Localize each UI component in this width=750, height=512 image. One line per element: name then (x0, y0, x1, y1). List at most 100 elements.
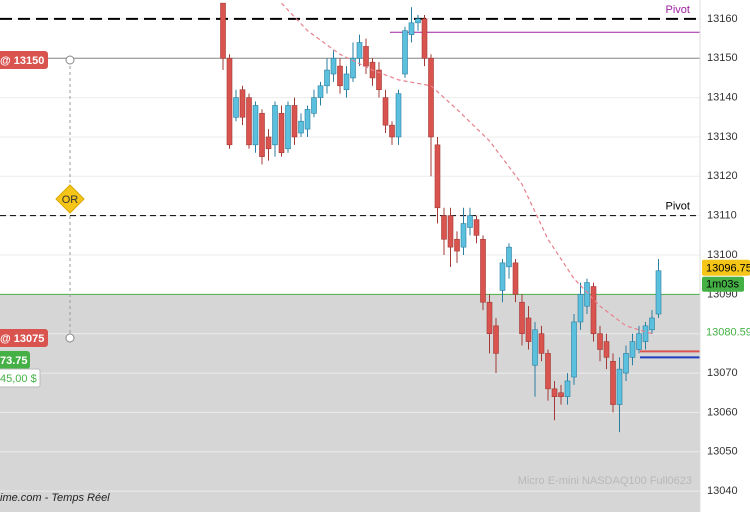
candle-body (499, 262, 506, 291)
candle-body (330, 57, 337, 75)
candle-body (226, 57, 233, 146)
candle-body (623, 353, 629, 374)
badge (0, 329, 48, 347)
candle-body (259, 113, 265, 157)
candle-body (285, 105, 291, 150)
level-label: Pivot (666, 4, 690, 16)
candle-body (246, 97, 252, 146)
shade (0, 294, 700, 512)
candle-body (532, 329, 538, 366)
candle-body (343, 73, 350, 91)
candle-body (291, 105, 298, 138)
candle-body (597, 333, 603, 350)
y-tick-label: 13110 (707, 210, 737, 222)
candle-body (324, 69, 330, 87)
candle-body (317, 85, 324, 98)
candle-body (311, 97, 317, 114)
candle-body (480, 238, 486, 303)
price-tag-label: 13096.75 (706, 263, 750, 275)
candle-body (382, 97, 389, 126)
candle-body (233, 97, 239, 118)
candle-body (486, 301, 493, 335)
candle-body (265, 136, 272, 150)
price-tag-label: 13080.59 (706, 326, 750, 338)
candle-body (356, 42, 363, 59)
y-tick-label: 13060 (707, 406, 738, 418)
candle-body (239, 89, 246, 118)
y-tick-label: 13130 (707, 131, 738, 143)
candle-body (298, 120, 304, 134)
candle-body (428, 57, 434, 138)
badge (0, 351, 30, 369)
y-tick-label: 13120 (707, 170, 738, 182)
candle-body (473, 219, 480, 236)
y-tick-label: 13070 (707, 367, 738, 379)
range-diamond (55, 184, 85, 214)
candle-body (558, 392, 564, 397)
candle-body (629, 341, 636, 358)
candle-body (590, 286, 597, 335)
y-tick-label: 13100 (707, 249, 738, 261)
candle-body (603, 341, 610, 358)
candle-body (545, 353, 551, 390)
candle-body (538, 333, 545, 354)
level-label: Pivot (666, 201, 690, 213)
candle-body (252, 105, 259, 146)
candle-body (610, 360, 616, 405)
candle-body (636, 333, 642, 350)
candle-body (571, 321, 577, 378)
price-tag (702, 323, 750, 340)
candle-body (564, 380, 571, 397)
candle-body (577, 294, 584, 323)
candle-body (467, 215, 473, 228)
candle-body (551, 388, 558, 397)
candle-body (454, 238, 460, 252)
moving-average (281, 2, 653, 335)
candle-body (363, 46, 369, 67)
shade-layer (0, 294, 700, 512)
y-tick-label: 13050 (707, 446, 738, 458)
plot-layer: Pivot Pivot (0, 2, 700, 433)
candle-body (512, 262, 519, 295)
candle-body (493, 325, 499, 354)
candle-body (434, 144, 441, 209)
y-tick-label: 13160 (707, 13, 738, 25)
candle-body (350, 57, 356, 79)
timer-tag (702, 276, 744, 292)
candle-body (447, 215, 454, 248)
candle-body (337, 65, 343, 87)
y-tick-label: 13150 (707, 52, 738, 64)
candle-body (402, 30, 408, 75)
price-tag (702, 259, 750, 276)
axis-panel (700, 0, 750, 512)
candle-body (408, 22, 415, 35)
candle-body (272, 105, 278, 146)
candle-body (649, 317, 655, 331)
badge (0, 368, 41, 388)
axis-layer: 1304013050130601307013080130901310013110… (702, 13, 750, 497)
badge-label: 73.75 (0, 355, 28, 367)
candle-body (395, 93, 402, 138)
y-tick-label: 13140 (707, 92, 738, 104)
candle-body (506, 246, 512, 268)
watermark: Micro E-mini NASDAQ100 Full0623 (518, 475, 692, 487)
badge-label: @ 13075 (0, 333, 44, 345)
range-end (65, 333, 75, 343)
candle-body (616, 368, 623, 405)
y-tick-label: 13040 (707, 485, 738, 497)
candle-body (525, 317, 532, 342)
candle-body (655, 270, 662, 315)
candle-body (584, 282, 590, 307)
range-label: OR (62, 194, 79, 206)
candle-body (642, 325, 649, 342)
candle-body (304, 109, 311, 130)
candle-body (415, 18, 421, 24)
badge (0, 51, 48, 69)
source: ime.com - Temps Réel (0, 492, 110, 504)
candle-body (220, 2, 226, 59)
candle-body (376, 69, 382, 91)
badge-label: 45,00 $ (0, 373, 37, 385)
candle-body (519, 301, 525, 335)
candle-body (278, 113, 285, 153)
